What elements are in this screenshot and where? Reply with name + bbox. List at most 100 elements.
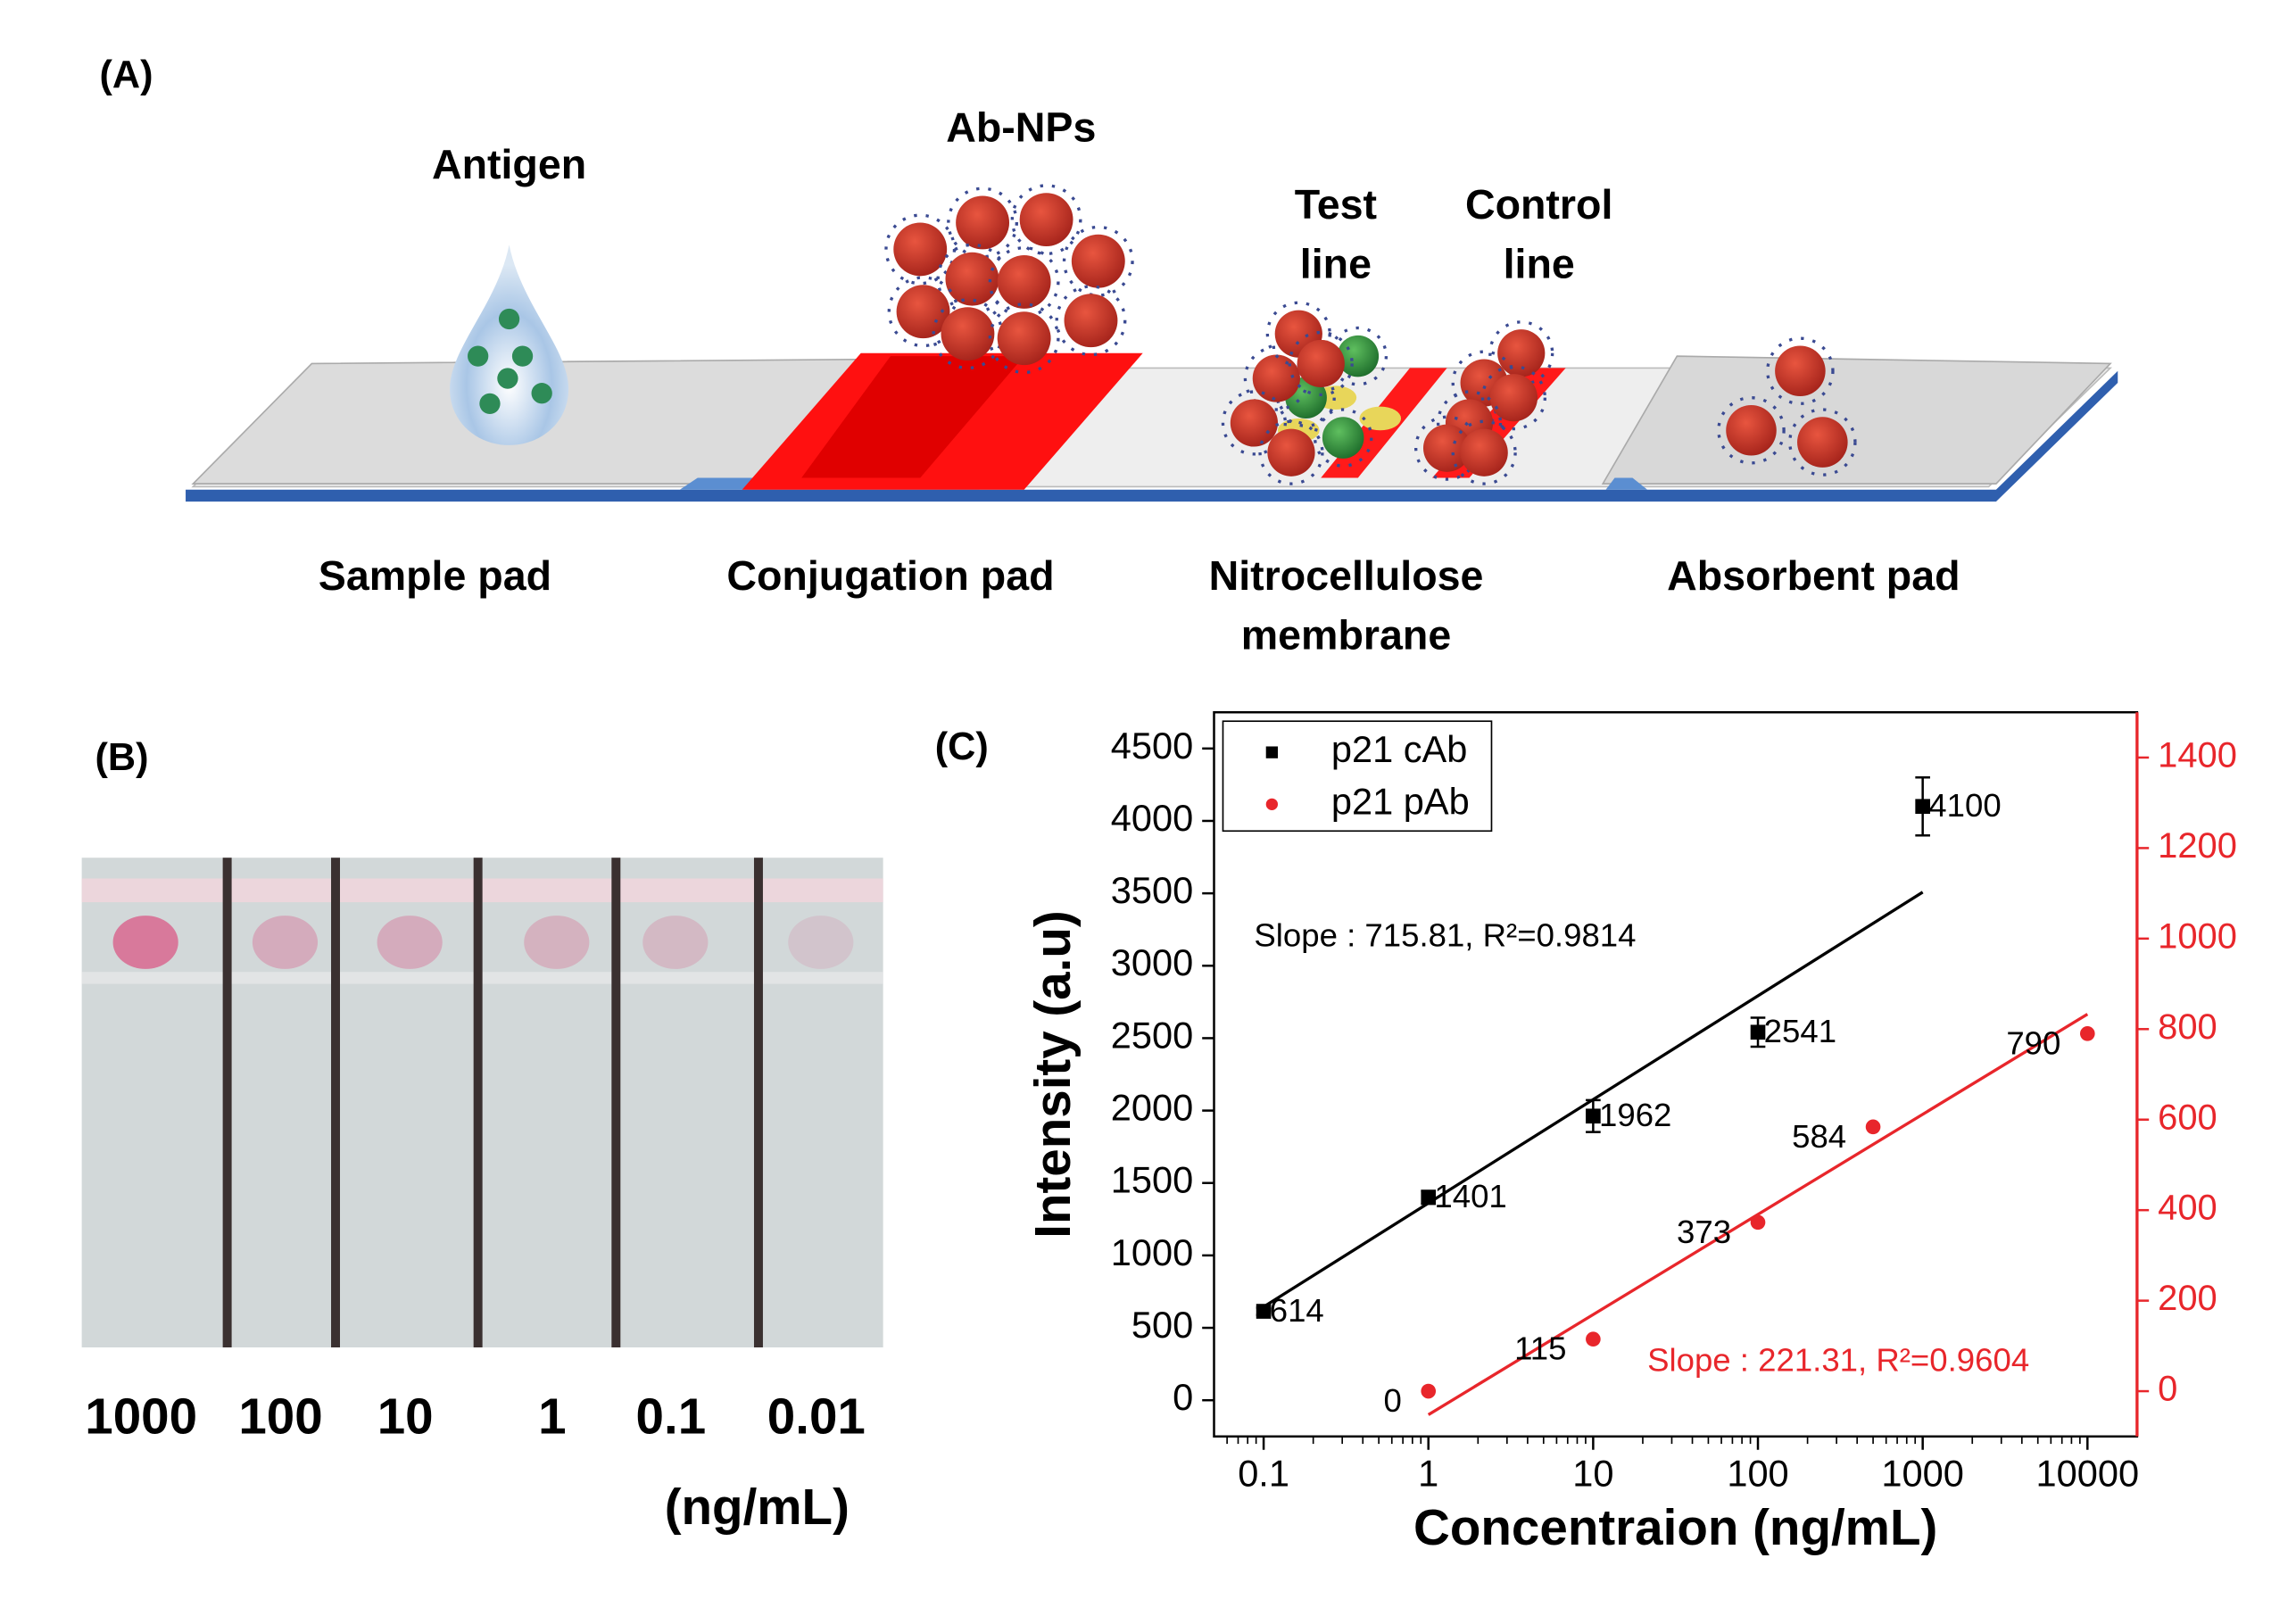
concentration-label: 0.01 — [767, 1388, 866, 1444]
x-tick-label: 1000 — [1881, 1453, 1963, 1495]
nanoparticle — [1460, 428, 1508, 477]
droplet — [450, 244, 569, 445]
y2-tick-label: 1400 — [2158, 736, 2237, 775]
test-spot — [524, 916, 590, 969]
annotation: Slope : 221.31, R²=0.9604 — [1647, 1341, 2029, 1378]
panel-b: (B) 1000 100 10 1 0.1 0.01 (ng/mL) — [81, 736, 883, 1535]
antibody-ring — [1313, 408, 1373, 468]
label: Antigen — [432, 141, 586, 187]
legend-box — [1222, 720, 1493, 833]
y-axis-label: Intensity (a.u) — [1024, 910, 1081, 1238]
nanoparticle — [1297, 339, 1345, 388]
particles — [468, 184, 1857, 485]
nanoparticle — [945, 252, 999, 306]
y2-tick-label: 1000 — [2158, 916, 2237, 956]
label: line — [1300, 241, 1372, 287]
antibody-ring — [1717, 396, 1786, 465]
nanoparticle — [1489, 374, 1538, 422]
concentration-label: 1 — [538, 1388, 566, 1444]
point — [1586, 1108, 1601, 1124]
label: Control — [1465, 181, 1612, 228]
y2-tick-label: 0 — [2158, 1370, 2177, 1409]
y-tick-label: 4000 — [1111, 797, 1193, 839]
data-label: 584 — [1792, 1118, 1846, 1155]
data-label: 0 — [1383, 1382, 1401, 1419]
point — [1586, 1331, 1601, 1347]
nanoparticle — [1267, 428, 1315, 477]
fit-line — [1427, 1013, 2089, 1416]
nanoparticle — [1064, 294, 1118, 348]
data-label: 614 — [1270, 1292, 1324, 1329]
y2-tick-label: 1200 — [2158, 826, 2237, 866]
concentration-label: 1000 — [85, 1388, 197, 1444]
label: line — [1504, 241, 1575, 287]
y-tick-label: 1000 — [1111, 1231, 1193, 1273]
strip-divider — [473, 858, 483, 1347]
antibody-ring — [1480, 365, 1547, 431]
y-tick-label: 1500 — [1111, 1159, 1193, 1201]
nanoparticle — [1422, 424, 1471, 472]
x-tick-label: 0.1 — [1238, 1453, 1289, 1495]
pad-label: Absorbent pad — [1667, 552, 1960, 599]
conjugation-pad-shade — [801, 356, 1024, 478]
strip-divider — [331, 858, 340, 1347]
antibody-ring — [1328, 326, 1388, 386]
y2-tick-label: 800 — [2158, 1007, 2217, 1047]
y-tick-label: 3500 — [1111, 869, 1193, 911]
y-tick-label: 0 — [1173, 1376, 1193, 1418]
y-tick-label: 500 — [1131, 1304, 1193, 1346]
annotation: Slope : 715.81, R²=0.9814 — [1254, 917, 1636, 954]
antibody-ring — [1055, 285, 1127, 357]
strip-divider — [222, 858, 232, 1347]
nanoparticle — [1230, 399, 1279, 447]
y2-tick-label: 600 — [2158, 1098, 2217, 1137]
legend-label: p21 pAb — [1331, 780, 1470, 822]
test-spot — [642, 916, 709, 969]
concentration-label: 10 — [377, 1388, 434, 1444]
antibody-ring — [988, 302, 1060, 375]
capture-ab — [1359, 406, 1402, 431]
label: Test — [1295, 181, 1377, 228]
nanoparticle — [941, 307, 995, 361]
data-label: 115 — [1514, 1330, 1566, 1367]
data-label: 1401 — [1434, 1178, 1506, 1214]
point — [2079, 1026, 2095, 1041]
concentration-label: 100 — [238, 1388, 322, 1444]
test-spot — [788, 916, 854, 969]
antibody-ring — [884, 213, 957, 286]
point — [1865, 1119, 1881, 1135]
x-tick-label: 10 — [1572, 1453, 1613, 1495]
panel-label: (A) — [100, 54, 153, 96]
y2-tick-label: 400 — [2158, 1189, 2217, 1228]
antigen-dot — [497, 368, 518, 389]
point — [1915, 799, 1930, 815]
nanoparticle — [1322, 417, 1364, 459]
data-label: 2541 — [1764, 1013, 1836, 1049]
legend-marker — [1265, 746, 1279, 758]
antibody-ring — [1062, 225, 1134, 297]
panel-label: (B) — [95, 736, 149, 779]
point — [1421, 1189, 1437, 1206]
legend-label: p21 cAb — [1331, 728, 1468, 770]
antibody-ring — [1221, 390, 1287, 456]
antigen-dot — [531, 383, 552, 404]
antibody-ring — [1766, 336, 1835, 405]
nanoparticle — [956, 195, 1010, 250]
pad-label: Conjugation pad — [726, 552, 1054, 599]
nanoparticle — [1775, 345, 1826, 397]
nanoparticle — [1071, 234, 1125, 288]
antigen-dot — [479, 393, 501, 414]
x-tick-label: 10000 — [2036, 1453, 2140, 1495]
antibody-ring — [988, 246, 1060, 318]
point — [1256, 1304, 1272, 1319]
nanoparticle — [1797, 417, 1848, 468]
y-tick-label: 4500 — [1111, 725, 1193, 767]
test-spot — [112, 916, 178, 969]
x-tick-label: 1 — [1418, 1453, 1438, 1495]
panel-a: (A) Antigen Ab-NPs Test line Control lin… — [100, 54, 2118, 658]
nanoparticle — [1019, 193, 1073, 247]
spots — [112, 858, 854, 1347]
nanoparticle — [1726, 404, 1777, 456]
